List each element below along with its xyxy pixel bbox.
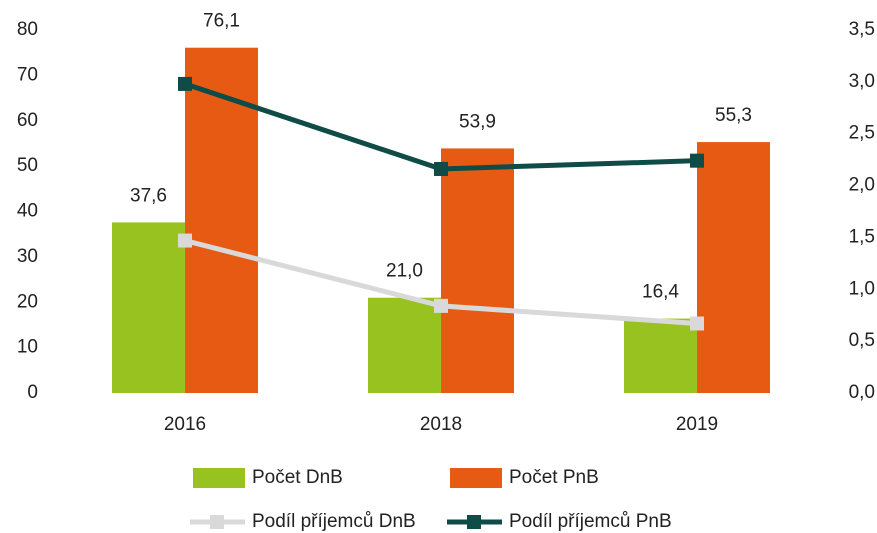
y-tick-label: 80 (17, 19, 38, 40)
value-label: 53,9 (459, 111, 496, 132)
marker (178, 233, 192, 248)
marker (434, 161, 448, 176)
value-label: 21,0 (386, 261, 423, 282)
bar (624, 318, 697, 393)
legend-marker (467, 515, 481, 529)
legend-marker (210, 515, 224, 529)
bar (697, 142, 770, 393)
legend-swatch (193, 468, 245, 488)
bar (185, 47, 258, 393)
y-tick-label: 20 (17, 291, 38, 312)
y2-tick-label: 2,0 (849, 175, 875, 196)
y-tick-label: 0 (27, 382, 38, 403)
legend-swatch (450, 468, 502, 488)
y2-tick-label: 0,0 (849, 382, 875, 403)
y2-tick-label: 0,5 (849, 330, 875, 351)
legend-label: Počet DnB (252, 467, 343, 488)
marker (690, 153, 704, 168)
y2-tick-label: 3,5 (849, 19, 875, 40)
y-tick-label: 40 (17, 201, 38, 222)
y-tick-label: 50 (17, 155, 38, 176)
y2-tick-label: 1,0 (849, 278, 875, 299)
y-tick-label: 60 (17, 110, 38, 131)
value-label: 37,6 (130, 185, 167, 206)
legend-label: Podíl příjemců DnB (252, 511, 416, 532)
value-label: 76,1 (203, 11, 240, 32)
y-tick-label: 30 (17, 246, 38, 267)
marker (434, 298, 448, 313)
bar (441, 148, 514, 393)
bar (112, 222, 185, 393)
value-label: 16,4 (642, 282, 679, 303)
y-tick-label: 10 (17, 337, 38, 358)
y2-tick-label: 2,5 (849, 123, 875, 144)
legend-label: Počet PnB (509, 467, 599, 488)
x-tick-label: 2018 (420, 414, 462, 435)
legend-label: Podíl příjemců PnB (509, 511, 672, 532)
x-tick-label: 2019 (676, 414, 718, 435)
marker (690, 316, 704, 331)
value-label: 55,3 (715, 105, 752, 126)
y2-tick-label: 1,5 (849, 226, 875, 247)
marker (178, 76, 192, 91)
bar (368, 297, 441, 393)
x-tick-label: 2016 (164, 414, 206, 435)
y-tick-label: 70 (17, 64, 38, 85)
y2-tick-label: 3,0 (849, 71, 875, 92)
